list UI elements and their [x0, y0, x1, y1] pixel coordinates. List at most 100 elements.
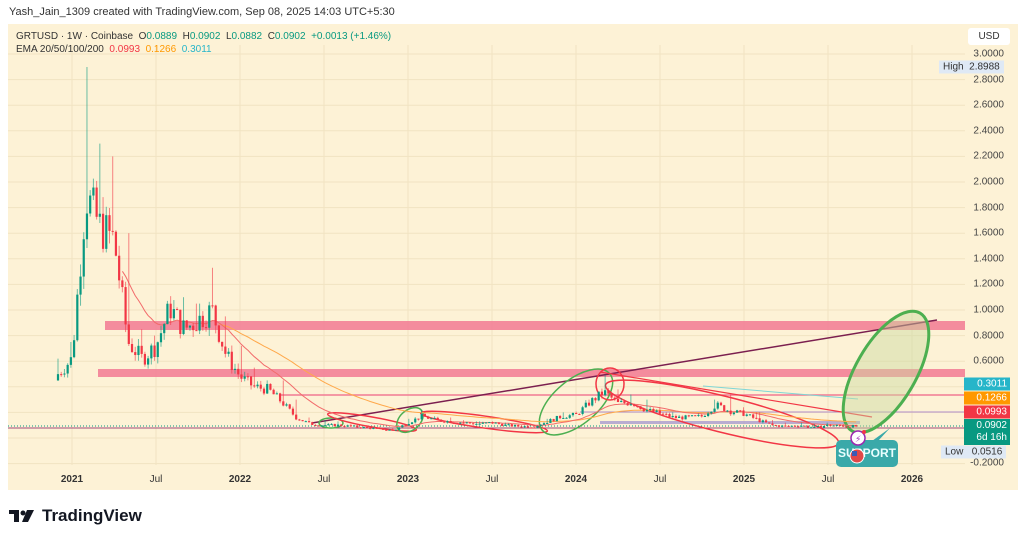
- symbol[interactable]: GRTUSD · 1W · Coinbase: [16, 31, 134, 42]
- candle-body: [806, 425, 809, 428]
- candle-body: [777, 425, 781, 427]
- candle-body: [381, 428, 385, 430]
- candle-body: [703, 416, 706, 418]
- price-tick: 2.6000: [973, 99, 1004, 111]
- time-tick: 2023: [396, 474, 420, 485]
- candle-body: [501, 423, 504, 426]
- time-tick: Jul: [821, 474, 835, 485]
- ema-20-line: [121, 271, 857, 427]
- candle-body: [707, 413, 710, 417]
- candle-body: [555, 415, 558, 422]
- candle-body: [362, 426, 365, 429]
- candle-body: [56, 374, 60, 381]
- trend-line: [311, 319, 938, 424]
- ema-50-value: 0.1266: [145, 44, 177, 55]
- candle-body: [143, 353, 146, 365]
- candle-body: [851, 425, 855, 428]
- candle-body: [114, 231, 118, 256]
- candle-body: [224, 346, 227, 354]
- candle-body: [185, 320, 188, 328]
- candle-body: [571, 412, 575, 416]
- ellipse-red: [419, 410, 549, 434]
- ema-row: EMA 20/50/100/200 0.0993 0.1266 0.3011: [16, 43, 391, 56]
- candle-body: [330, 423, 333, 425]
- candle-body: [427, 416, 430, 419]
- price-tick: 1.0000: [973, 304, 1004, 316]
- candle-body: [520, 426, 523, 428]
- candle-body: [98, 213, 101, 217]
- tradingview-logo[interactable]: TradingView: [9, 506, 142, 526]
- candle-body: [343, 426, 346, 428]
- time-tick: Jul: [149, 474, 163, 485]
- candle-body: [179, 309, 182, 334]
- candle-body: [388, 429, 391, 431]
- candle-body: [848, 426, 851, 428]
- candle-body: [713, 408, 716, 412]
- candle-body: [542, 423, 546, 425]
- candle-body: [478, 423, 481, 425]
- candle-body: [443, 421, 446, 423]
- candle-body: [639, 406, 642, 410]
- candle-body: [671, 416, 674, 418]
- candle-body: [192, 325, 195, 331]
- candle-body: [327, 424, 330, 426]
- candle-body: [488, 422, 491, 424]
- candle-body: [784, 425, 787, 427]
- time-tick: 2024: [564, 474, 588, 485]
- candle-body: [764, 420, 768, 423]
- candle-body: [169, 303, 172, 319]
- candle-body: [674, 416, 678, 418]
- candle-body: [153, 345, 156, 358]
- ema-label[interactable]: EMA 20/50/100/200: [16, 44, 104, 55]
- price-tick: 3.0000: [973, 48, 1004, 60]
- candle-body: [558, 415, 562, 419]
- close-label: C: [267, 31, 275, 42]
- candle-body: [793, 425, 797, 427]
- low-marker-value: 0.0516: [971, 446, 1003, 458]
- candle-body: [404, 425, 407, 427]
- price-tick: 2.2000: [973, 150, 1004, 162]
- candle-body: [459, 422, 462, 424]
- price-tick: 2.0000: [973, 176, 1004, 188]
- candles: [56, 66, 858, 431]
- candle-body: [838, 424, 842, 426]
- candle-body: [156, 342, 159, 358]
- high-marker-value: 2.8988: [969, 61, 1000, 73]
- candle-body: [140, 345, 143, 354]
- candle-body: [195, 330, 198, 332]
- candle-body: [147, 358, 150, 365]
- price-tick: 2.4000: [973, 125, 1004, 137]
- candle-body: [282, 401, 285, 406]
- candle-body: [723, 405, 726, 411]
- ellipse-green: [318, 417, 344, 429]
- candle-body: [636, 405, 639, 407]
- candle-body: [410, 422, 414, 424]
- candle-body: [182, 320, 185, 334]
- time-tick: 2022: [228, 474, 252, 485]
- candle-body: [726, 410, 729, 412]
- high-marker: High 2.8988: [939, 60, 1004, 74]
- candle-body: [771, 423, 774, 426]
- candle-body: [626, 403, 629, 406]
- candle-body: [204, 327, 208, 329]
- currency-button[interactable]: USD: [968, 28, 1010, 45]
- candle-body: [124, 287, 127, 325]
- candle-body: [787, 425, 790, 427]
- candle-body: [407, 423, 410, 426]
- open-value: 0.0889: [146, 31, 178, 42]
- price-tick: 1.6000: [973, 227, 1004, 239]
- candle-body: [810, 427, 813, 429]
- candle-body: [472, 423, 475, 425]
- price-tick: 1.8000: [973, 202, 1004, 214]
- candle-body: [597, 391, 600, 401]
- bar-countdown: 6d 16h: [976, 432, 1007, 443]
- candle-body: [259, 384, 262, 389]
- candle-body: [298, 419, 301, 421]
- candle-body: [816, 425, 819, 427]
- high-value: 0.0902: [189, 31, 221, 42]
- candle-body: [188, 325, 192, 328]
- candle-body: [291, 408, 295, 415]
- last-price-value: 0.0902: [976, 420, 1007, 431]
- change-value: +0.0013 (+1.46%): [311, 31, 392, 42]
